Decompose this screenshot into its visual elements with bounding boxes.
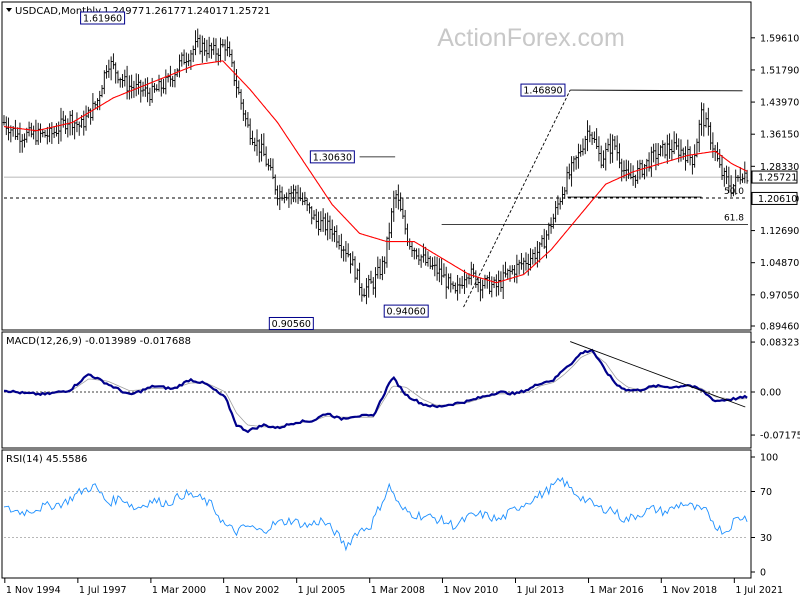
watermark: ActionForex.com (437, 24, 625, 52)
dashed-trend-line (463, 89, 571, 308)
x-axis-tick-label: 1 Jul 1997 (79, 585, 127, 596)
price-bars (2, 28, 749, 305)
rsi-axis-tick-label: 100 (760, 453, 778, 464)
price-axis-tick-label: 1.28330 (760, 162, 799, 173)
price-annotations: 50.0 61.8 1.61960 1.30630 0.90560 0.94060 1.46… (80, 11, 744, 330)
price-axis-tick-label: 1.36150 (760, 130, 799, 141)
x-axis-tick-label: 1 Nov 2010 (443, 585, 498, 596)
rsi-axis-tick-label: 0 (760, 568, 766, 579)
rsi-panel-frame (1, 449, 752, 579)
callout-label: 0.90560 (272, 319, 311, 330)
price-axis-tick-label: 1.51790 (760, 65, 799, 76)
level-marker-label: 1.20610 (758, 194, 797, 205)
price-axis-tick-label: 0.97050 (760, 290, 799, 301)
price-panel-title: USDCAD,Monthly 1.24977 1.26177 1.24017 1… (6, 6, 270, 17)
x-axis-tick-label: 1 Nov 1994 (6, 585, 61, 596)
callout-label: 0.94060 (387, 307, 426, 318)
macd-title: MACD(12,26,9) -0.013989 -0.017688 (6, 336, 191, 347)
callout-label: 1.46890 (523, 86, 562, 97)
rsi-title: RSI(14) 45.5586 (6, 454, 87, 465)
callout-box (268, 316, 314, 330)
x-axis-tick-label: 1 Jul 2005 (298, 585, 346, 596)
rsi-axis-tick-label: 30 (760, 533, 772, 544)
fib-50-label: 50.0 (724, 187, 744, 197)
x-axis-tick-label: 1 Jul 2013 (517, 585, 565, 596)
macd-layer (3, 341, 748, 434)
x-axis-tick-label: 1 Nov 2018 (662, 585, 717, 596)
dropdown-arrow-icon (6, 8, 12, 12)
macd-y-axis: 0.083235 0.00 -0.071752 (751, 338, 800, 442)
rsi-axis-tick-label: 70 (760, 487, 772, 498)
rsi-y-axis: 100 70 30 0 (751, 453, 778, 579)
last-price-tag (751, 170, 798, 184)
price-axis-tick-label: 1.59610 (760, 33, 799, 44)
ohlc-close: 1.25721 (229, 6, 270, 17)
macd-line (3, 348, 748, 434)
callout-label: 1.30630 (313, 152, 352, 163)
top-resistance-line (570, 89, 743, 92)
callout-box (520, 83, 566, 97)
x-axis-tick-label: 1 Mar 2000 (152, 585, 206, 596)
callout-box (309, 150, 355, 164)
level-marker-tag (751, 191, 798, 205)
price-panel-frame (1, 1, 752, 331)
callout-box (80, 11, 126, 25)
last-price-label: 1.25721 (758, 173, 797, 184)
price-title: USDCAD,Monthly (15, 6, 101, 17)
x-axis-tick-label: 1 Jul 2021 (735, 585, 783, 596)
x-axis: 1 Nov 1994 1 Jul 1997 1 Mar 2000 1 Nov 2002… (4, 578, 783, 596)
macd-axis-tick-label: -0.071752 (760, 431, 800, 442)
ohlc-low: 1.24017 (187, 6, 228, 17)
price-axis-tick-label: 1.04870 (760, 258, 799, 269)
moving-average-line (3, 60, 748, 284)
ohlc-high: 1.26177 (145, 6, 186, 17)
callout-label: 1.61960 (83, 14, 122, 25)
price-axis-tick-label: 1.43970 (760, 98, 799, 109)
x-axis-tick-label: 1 Nov 2002 (225, 585, 280, 596)
moving-average (3, 60, 748, 284)
x-axis-tick-label: 1 Mar 2008 (371, 585, 425, 596)
macd-trend-line (570, 341, 746, 408)
rsi-layer (3, 476, 748, 552)
price-axis-tick-label: 1.12690 (760, 226, 799, 237)
price-axis-tick-label: 0.89460 (760, 322, 799, 333)
x-axis-tick-label: 1 Mar 2016 (590, 585, 644, 596)
callout-box (383, 304, 429, 318)
fib-61-label: 61.8 (724, 214, 744, 224)
macd-axis-tick-label: 0.083235 (760, 338, 800, 349)
rsi-line (3, 476, 748, 552)
price-y-axis: 1.596101.517901.439701.361501.283301.205… (751, 33, 799, 333)
ohlc-bar (745, 169, 749, 184)
macd-axis-tick-label: 0.00 (760, 388, 781, 399)
